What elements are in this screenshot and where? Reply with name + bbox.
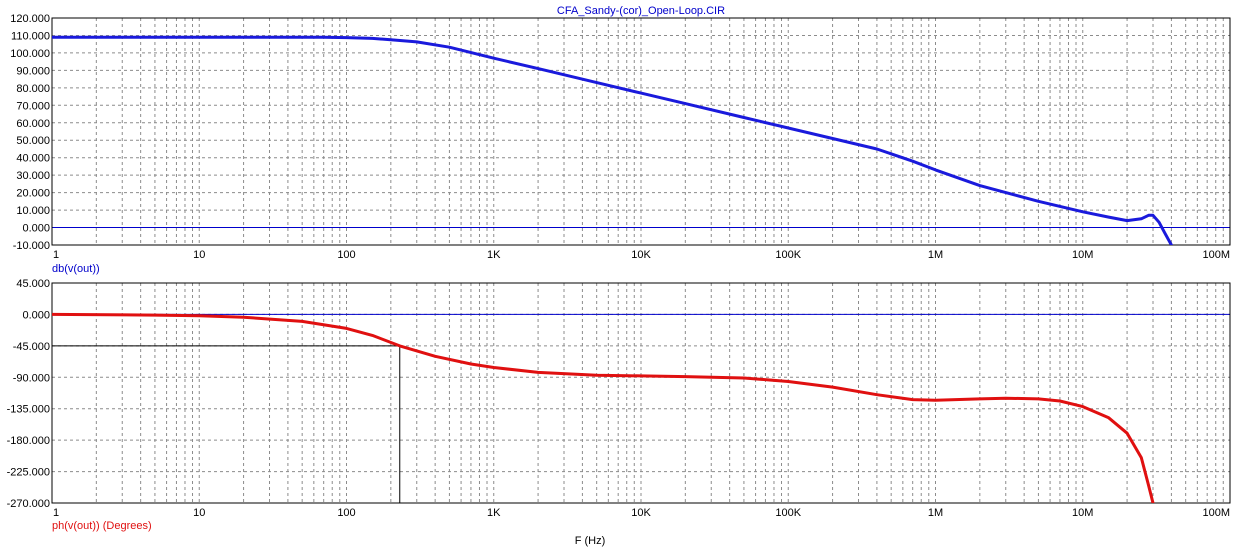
magnitude-frame <box>51 17 1231 246</box>
phase-grid <box>52 283 1230 503</box>
magnitude-grid <box>52 18 1230 245</box>
magnitude-panel: -10.000 0.000 10.000 20.000 30.000 40.000 50.0… <box>10 13 1231 275</box>
magnitude-x-tick-label: 100M <box>1202 249 1230 261</box>
phase-y-tick-label: -225.000 <box>7 467 50 479</box>
magnitude-y-tick-label: 30.000 <box>16 170 50 182</box>
phase-x-tick-label: 10M <box>1072 507 1093 519</box>
magnitude-x-tick-label: 100K <box>775 249 801 261</box>
magnitude-x-tick-label: 1K <box>487 249 501 261</box>
magnitude-y-tick-label: 100.000 <box>10 48 50 60</box>
magnitude-series <box>52 35 1173 245</box>
magnitude-x-tick-label: 100 <box>337 249 355 261</box>
magnitude-y-tick-label: 40.000 <box>16 153 50 165</box>
phase-curve <box>52 312 1155 503</box>
magnitude-plot-border <box>51 17 1231 246</box>
magnitude-y-tick-label: 0.000 <box>22 223 50 235</box>
magnitude-x-tick-label: 10M <box>1072 249 1093 261</box>
phase-x-tick-label: 1M <box>928 507 943 519</box>
phase-series <box>52 312 1155 503</box>
magnitude-trace-label: db(v(out)) <box>52 263 100 275</box>
phase-x-tick-labels: 1 10 100 1K 10K 100K 1M 10M 100M <box>53 507 1230 519</box>
phase-y-tick-label: -180.000 <box>7 435 50 447</box>
magnitude-y-tick-label: 90.000 <box>16 65 50 77</box>
magnitude-x-tick-labels: 1 10 100 1K 10K 100K 1M 10M 100M <box>53 249 1230 261</box>
phase-x-tick-label: 10K <box>631 507 651 519</box>
magnitude-y-tick-label: 50.000 <box>16 135 50 147</box>
phase-y-tick-label: -45.000 <box>13 341 50 353</box>
magnitude-y-tick-label: 60.000 <box>16 118 50 130</box>
phase-y-tick-label: -270.000 <box>7 498 50 510</box>
magnitude-curve <box>52 35 1173 245</box>
phase-x-tick-label: 10 <box>193 507 205 519</box>
phase-trace-label: ph(v(out)) (Degrees) <box>52 520 152 532</box>
magnitude-y-tick-label: -10.000 <box>13 240 50 252</box>
phase-panel: -270.000 -225.000 -180.000 -135.000 -90.000 -… <box>7 278 1231 532</box>
magnitude-x-tick-label: 10 <box>193 249 205 261</box>
phase-x-tick-label: 1K <box>487 507 501 519</box>
phase-y-tick-label: 0.000 <box>22 309 50 321</box>
phase-x-tick-label: 1 <box>53 507 59 519</box>
magnitude-y-tick-label: 70.000 <box>16 100 50 112</box>
phase-frame <box>51 282 1231 504</box>
magnitude-y-tick-labels: -10.000 0.000 10.000 20.000 30.000 40.000 50.0… <box>10 13 50 252</box>
phase-y-tick-label: 45.000 <box>16 278 50 290</box>
phase-x-tick-label: 100M <box>1202 507 1230 519</box>
magnitude-y-tick-label: 110.000 <box>11 30 50 42</box>
phase-x-tick-label: 100 <box>337 507 355 519</box>
phase-x-tick-label: 100K <box>775 507 801 519</box>
magnitude-y-tick-label: 20.000 <box>16 188 50 200</box>
phase-y-tick-label: -135.000 <box>7 404 50 416</box>
magnitude-x-tick-label: 1 <box>53 249 59 261</box>
x-axis-label: F (Hz) <box>575 535 606 547</box>
phase-y-tick-label: -90.000 <box>13 372 50 384</box>
figure-title: CFA_Sandy-(cor)_Open-Loop.CIR <box>557 5 725 17</box>
magnitude-y-tick-label: 10.000 <box>16 205 50 217</box>
magnitude-y-tick-label: 80.000 <box>16 83 50 95</box>
magnitude-y-tick-label: 120.000 <box>10 13 50 25</box>
phase-y-tick-labels: -270.000 -225.000 -180.000 -135.000 -90.000 -… <box>7 278 50 510</box>
phase-plot-border <box>51 282 1231 504</box>
magnitude-x-tick-label: 1M <box>928 249 943 261</box>
magnitude-x-tick-label: 10K <box>631 249 651 261</box>
phase-cursor-lines <box>52 345 401 503</box>
